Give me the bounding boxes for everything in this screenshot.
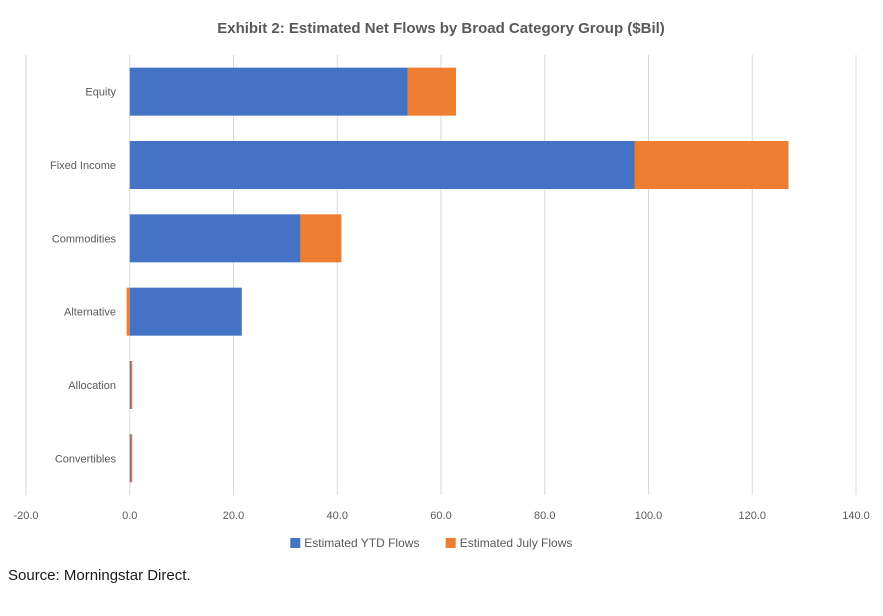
x-tick-label: 140.0 <box>842 510 870 522</box>
x-tick-label: -20.0 <box>13 510 38 522</box>
category-label: Equity <box>85 87 116 99</box>
category-label: Fixed Income <box>50 160 116 172</box>
x-tick-label: 60.0 <box>430 510 451 522</box>
legend-swatch <box>445 538 456 548</box>
bar-segment <box>129 67 408 116</box>
bar-segment <box>126 287 130 336</box>
x-tick-label: 0.0 <box>122 510 137 522</box>
legend-label: Estimated YTD Flows <box>304 536 419 550</box>
legend-swatch <box>290 538 301 548</box>
x-tick-label: 80.0 <box>534 510 555 522</box>
bar-segment <box>129 214 301 263</box>
category-label: Allocation <box>68 380 116 392</box>
x-tick-label: 120.0 <box>738 510 766 522</box>
category-label: Commodities <box>52 233 117 245</box>
category-labels: Equity Fixed Income Commodities Alternative… <box>50 87 117 466</box>
x-tick-label: 20.0 <box>223 510 244 522</box>
bars <box>126 67 789 483</box>
source-note: Source: Morningstar Direct. <box>8 567 191 584</box>
bar-segment <box>130 361 133 409</box>
bar-segment <box>129 287 242 336</box>
bar-segment <box>634 141 789 189</box>
x-tick-label: 100.0 <box>635 510 663 522</box>
chart-title: Exhibit 2: Estimated Net Flows by Broad … <box>217 20 665 37</box>
category-label: Convertibles <box>55 453 117 465</box>
category-label: Alternative <box>64 307 116 319</box>
bar-segment <box>129 434 132 483</box>
bar-segment <box>129 141 635 189</box>
gridlines <box>25 55 857 495</box>
legend: Estimated YTD Flows Estimated July Flows <box>290 536 572 550</box>
legend-label: Estimated July Flows <box>460 536 573 550</box>
x-tick-label: 40.0 <box>327 510 348 522</box>
bar-segment <box>300 214 342 263</box>
bar-segment <box>129 361 132 409</box>
bar-segment <box>407 67 457 116</box>
bar-segment <box>130 434 133 483</box>
x-tick-labels: -20.0 0.0 20.0 40.0 60.0 80.0 100.0 120.0 140.0 <box>13 510 869 522</box>
